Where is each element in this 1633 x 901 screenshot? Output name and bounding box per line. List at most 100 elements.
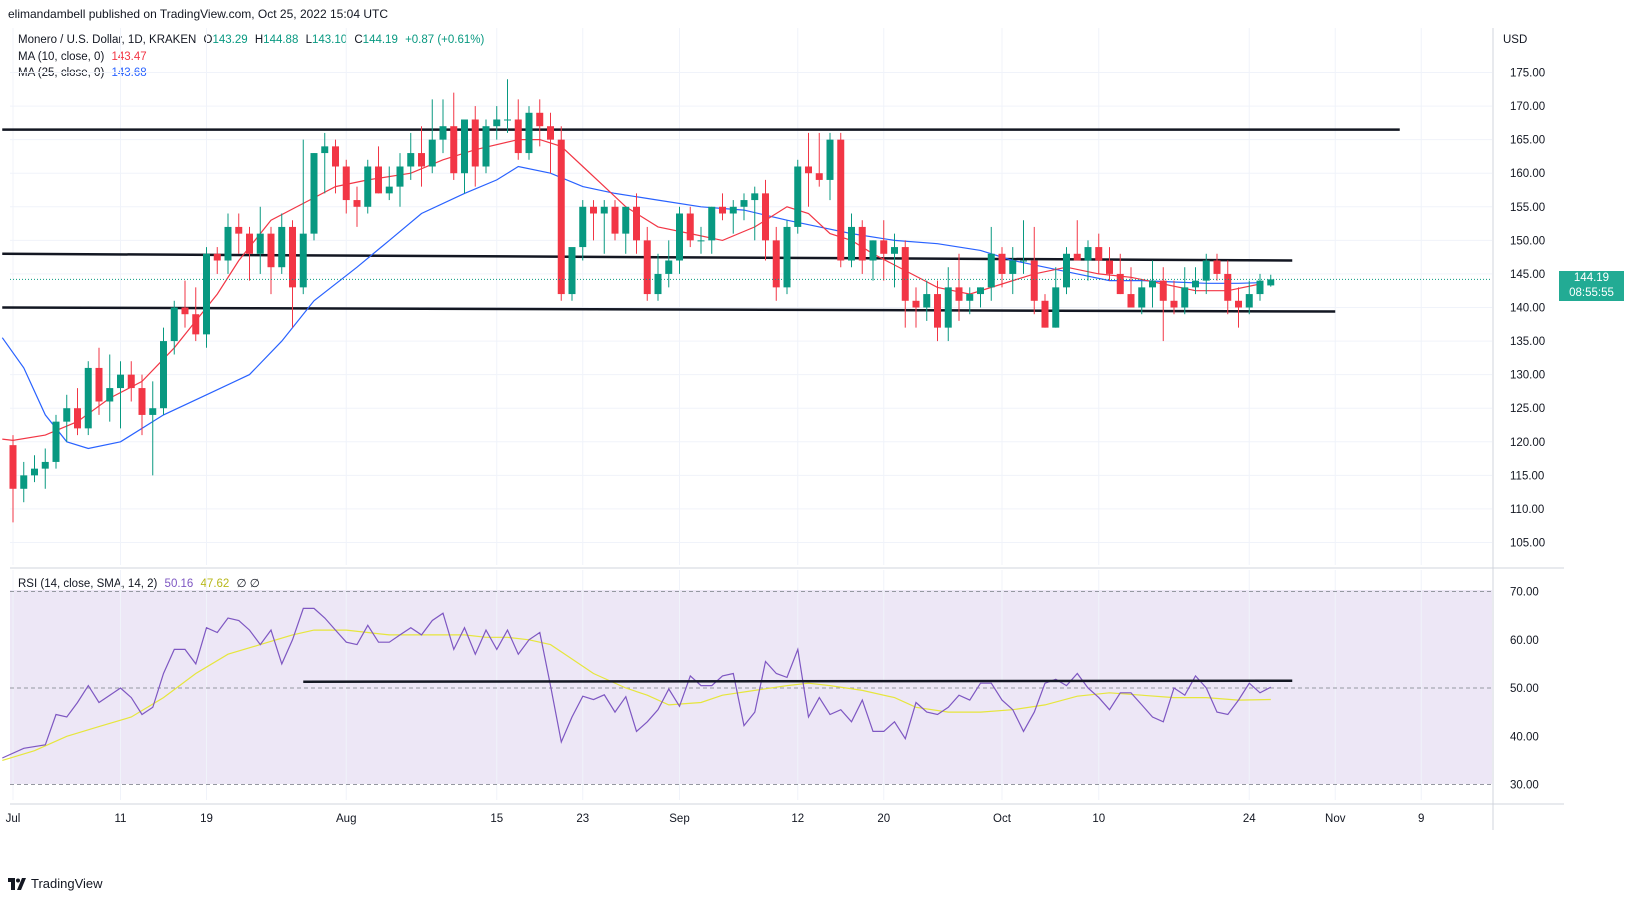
tradingview-logo-icon (8, 877, 26, 890)
candle-body (63, 408, 71, 422)
open-label: O (203, 34, 213, 46)
rsi-legend: RSI (14, close, SMA, 14, 2) 50.16 47.62 … (18, 576, 264, 590)
candle (622, 206, 630, 254)
price-tick-label: 165.00 (1510, 135, 1545, 147)
candle (815, 132, 823, 187)
candle-body (1030, 260, 1038, 301)
candle (686, 206, 694, 248)
candle (1267, 274, 1275, 287)
candle-body (633, 206, 640, 241)
footer-brand[interactable]: TradingView (8, 876, 103, 891)
candle-body (1063, 253, 1070, 288)
candle-body (1084, 247, 1092, 261)
candle-body (815, 173, 823, 180)
candle-body (1138, 287, 1146, 308)
candle-body (267, 233, 275, 268)
candle (848, 213, 855, 268)
candle-body (869, 240, 877, 261)
candle (794, 159, 802, 234)
candle (246, 226, 253, 281)
candle-body (1256, 280, 1264, 295)
candle-body (536, 112, 544, 127)
candle-body (1267, 279, 1275, 286)
candle-body (837, 139, 845, 261)
candle-body (858, 226, 866, 261)
candle-body (278, 226, 286, 268)
candle-body (697, 240, 705, 242)
candle-body (708, 206, 716, 241)
candle (1224, 260, 1232, 315)
candle-body (686, 213, 694, 241)
candle-body (31, 468, 38, 476)
candle (127, 361, 135, 402)
candle-body (772, 240, 780, 288)
candle-body (1192, 280, 1199, 288)
candle (1063, 247, 1070, 295)
candle (342, 159, 350, 214)
candle (665, 240, 673, 288)
candle (461, 119, 468, 194)
price-tick-label: 105.00 (1510, 538, 1545, 550)
candle (299, 139, 307, 295)
candle-body (751, 193, 759, 201)
price-tick-label: 120.00 (1510, 437, 1545, 449)
candle-body (901, 247, 909, 301)
candle-body (192, 314, 200, 335)
candle (912, 287, 920, 328)
candle (1202, 253, 1210, 295)
candle-body (74, 408, 81, 429)
candle-body (923, 294, 931, 308)
candle (955, 253, 963, 321)
candle (1159, 267, 1167, 342)
candle-body (719, 206, 726, 214)
candle-body (611, 206, 619, 234)
candle-body (170, 307, 178, 342)
price-tick-label: 135.00 (1510, 336, 1545, 348)
candle (697, 226, 705, 254)
candle-body (321, 146, 329, 154)
candle-body (676, 213, 683, 261)
candle (74, 388, 81, 436)
candle-body (203, 253, 210, 335)
time-tick-label: 20 (877, 813, 890, 825)
ma10-label: MA (10, close, 0) (18, 51, 105, 63)
candle (590, 200, 597, 241)
candle (235, 213, 243, 254)
price-tick-label: 140.00 (1510, 303, 1545, 315)
current-price: 144.19 (1573, 272, 1610, 285)
symbol-name: Monero / U.S. Dollar, 1D, KRAKEN (18, 34, 197, 46)
candle-body (342, 166, 350, 201)
candle (998, 247, 1006, 288)
candle-body (138, 388, 146, 415)
candle (1245, 280, 1253, 315)
candle (557, 126, 565, 301)
candle (805, 132, 812, 207)
candle (966, 287, 974, 315)
candle-body (106, 388, 114, 402)
candle-body (848, 226, 855, 261)
candle (375, 146, 382, 194)
candle-body (127, 374, 135, 389)
candle-body (1181, 287, 1189, 308)
candle-body (1202, 260, 1210, 281)
candle (837, 132, 845, 268)
candle-body (428, 139, 436, 167)
candle-body (1159, 280, 1167, 301)
price-tick-label: 175.00 (1510, 68, 1545, 80)
time-tick-label: 19 (200, 813, 213, 825)
candle-body (289, 226, 296, 288)
candle (643, 226, 651, 301)
candle (267, 226, 275, 295)
candle-body (547, 126, 554, 140)
candle (1041, 294, 1049, 328)
candle-body (987, 253, 995, 288)
support-resistance-line (2, 306, 1336, 313)
candle-body (9, 445, 17, 489)
candle-body (622, 206, 630, 234)
candle (138, 374, 146, 436)
candle-body (826, 139, 834, 180)
candle-body (934, 294, 941, 328)
candle (224, 213, 232, 274)
rsi-tick-label: 50.00 (1510, 683, 1539, 695)
